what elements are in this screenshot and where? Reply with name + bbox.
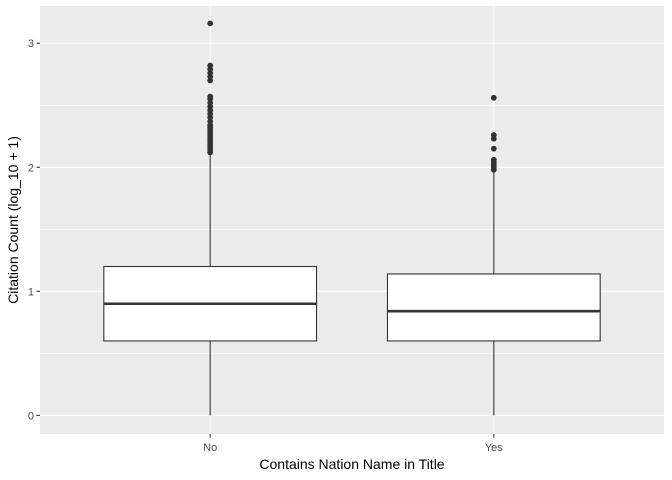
box-rect: [386, 273, 601, 342]
outlier-point: [490, 132, 497, 138]
x-axis-title: Contains Nation Name in Title: [259, 456, 444, 472]
outlier-point: [490, 145, 497, 152]
outlier-point: [207, 93, 214, 100]
plot-panel: [40, 6, 664, 434]
box-yes: [386, 94, 601, 416]
y-tick-label: 2: [28, 162, 34, 174]
y-tick-label: 0: [28, 410, 34, 422]
x-tick-label: Yes: [485, 442, 503, 454]
box-series: [103, 20, 601, 416]
y-axis: 0 1 2 3: [28, 38, 40, 422]
x-axis: No Yes: [203, 434, 503, 454]
outlier-point: [490, 156, 497, 163]
y-tick-label: 1: [28, 286, 34, 298]
outlier-point: [207, 20, 214, 27]
minor-gridlines: [40, 104, 664, 354]
y-tick-label: 3: [28, 38, 34, 50]
x-tick-label: No: [203, 442, 217, 454]
y-axis-title: Citation Count (log_10 + 1): [5, 136, 21, 304]
box-no: [103, 20, 318, 416]
outlier-point: [490, 94, 497, 101]
outlier-point: [207, 62, 214, 69]
